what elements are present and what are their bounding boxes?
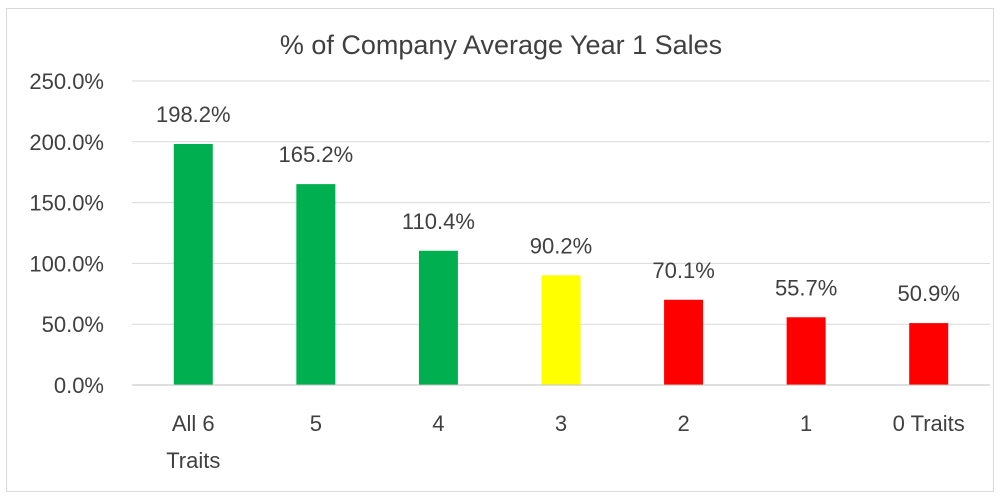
category-label: 1 <box>800 411 812 436</box>
category-label: All 6 <box>172 411 215 436</box>
data-label: 50.9% <box>898 281 960 306</box>
category-label: 5 <box>310 411 322 436</box>
bar <box>786 317 826 385</box>
y-tick-label: 100.0% <box>29 251 104 276</box>
bar <box>541 275 581 385</box>
category-label: Traits <box>166 448 220 473</box>
bar <box>173 143 213 385</box>
category-label: 2 <box>677 411 689 436</box>
x-axis-category-labels: All 6 Traits 5 4 3 2 1 0 Traits <box>166 411 965 473</box>
bar <box>418 250 458 385</box>
y-tick-label: 150.0% <box>29 191 104 216</box>
data-labels: 198.2% 165.2% 110.4% 90.2% 70.1% 55.7% 50.9% <box>156 102 960 306</box>
category-label: 3 <box>555 411 567 436</box>
category-label: 0 Traits <box>893 411 965 436</box>
y-tick-label: 250.0% <box>29 69 104 94</box>
data-label: 90.2% <box>530 233 592 258</box>
data-label: 110.4% <box>402 209 475 234</box>
y-axis-tick-labels: 0.0% 50.0% 100.0% 150.0% 200.0% 250.0% <box>29 69 104 398</box>
chart-title: % of Company Average Year 1 Sales <box>280 30 722 60</box>
bar <box>664 299 704 385</box>
data-label: 165.2% <box>279 142 354 167</box>
data-label: 55.7% <box>775 275 837 300</box>
bar <box>909 323 949 385</box>
gridlines <box>132 80 990 325</box>
y-tick-label: 200.0% <box>29 130 104 155</box>
bars <box>173 143 949 385</box>
data-label: 70.1% <box>652 258 714 283</box>
y-tick-label: 0.0% <box>54 373 104 398</box>
y-tick-label: 50.0% <box>42 312 104 337</box>
chart-frame <box>6 8 994 492</box>
category-label: 4 <box>432 411 444 436</box>
data-label: 198.2% <box>156 102 231 127</box>
bar <box>296 184 336 385</box>
